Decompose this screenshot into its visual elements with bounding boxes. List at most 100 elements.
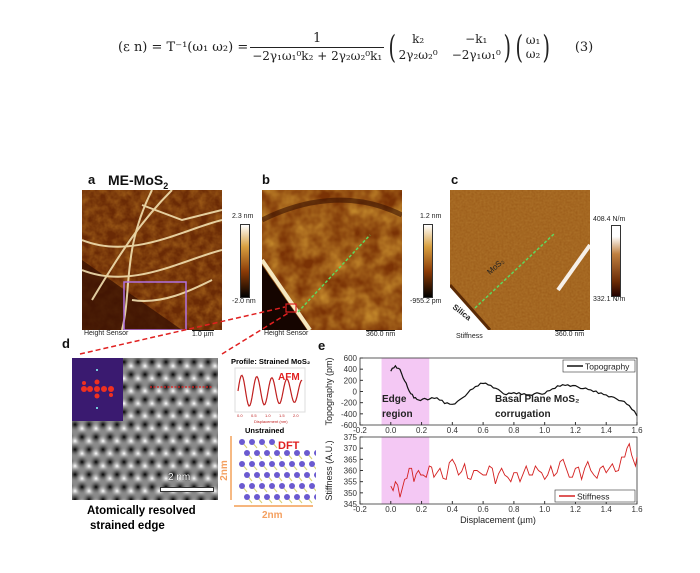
- colorbar-c-max: 408.4 N/m: [593, 216, 626, 223]
- afm-profile-curve: [237, 374, 303, 407]
- dft-dim-horizontal: 2nm: [262, 510, 283, 521]
- colorbar-a: [240, 224, 250, 298]
- panel-b-label: b: [262, 172, 270, 187]
- mo-atom: [254, 450, 260, 456]
- y-tick-label: 360: [344, 467, 358, 476]
- y-tick-label: 370: [344, 444, 358, 453]
- x-tick-label: 0.2: [416, 505, 428, 514]
- x-axis-label: Displacement (µm): [460, 515, 536, 525]
- y-tick-label: 355: [344, 478, 358, 487]
- y-tick-label: 0: [353, 388, 358, 397]
- x-tick-label: 1.6: [631, 505, 643, 514]
- profile-line-b: [297, 234, 371, 313]
- x-tick-label: 0.4: [447, 505, 459, 514]
- edge-region-shade: [381, 358, 430, 425]
- mo-atom: [309, 483, 315, 489]
- panel-c-scalebar: 360.0 nm: [555, 330, 585, 338]
- mo-atom: [284, 494, 290, 500]
- mo-atom: [304, 472, 310, 478]
- afm-tick: 2.0: [293, 413, 299, 418]
- mo-atom: [244, 494, 250, 500]
- mo-atom: [269, 483, 275, 489]
- x-tick-label: 0.0: [385, 505, 397, 514]
- afm-stiffness-image-c: MoS₂ Silica: [450, 190, 590, 330]
- dft-lattice: [239, 439, 316, 504]
- equation-lhs: (ε n) = T⁻¹(ω₁ ω₂) =: [118, 39, 249, 55]
- y-axis-label: Topography (pm): [324, 357, 334, 425]
- colorbar-a-max: 2.3 nm: [232, 213, 254, 220]
- x-tick-label: 1.6: [631, 426, 643, 435]
- panel-e-label: e: [318, 338, 326, 353]
- equation-number: (3): [574, 39, 594, 55]
- legend-box: [562, 359, 636, 373]
- afm-xlabel: Displacement (nm): [254, 419, 288, 424]
- y-tick-label: -200: [341, 399, 358, 408]
- unstrained-label: Unstrained: [245, 426, 285, 435]
- dft-label: DFT: [278, 440, 300, 452]
- mo-atom: [264, 472, 270, 478]
- panel-a-title: ME-MoS2: [108, 172, 168, 191]
- mo-atom: [314, 472, 316, 478]
- equation-3: (ε n) = T⁻¹(ω₁ ω₂) = 1 −2γ₁ω₁⁰k₂ + 2γ₂ω₂…: [118, 24, 593, 70]
- x-tick-label: 0.4: [447, 426, 459, 435]
- y-tick-label: 200: [344, 376, 358, 385]
- mo-atom: [239, 483, 245, 489]
- equation-denominator: −2γ₁ω₁⁰k₂ + 2γ₂ω₂⁰k₁: [250, 47, 385, 63]
- mo-atom: [289, 483, 295, 489]
- mo-atom: [284, 472, 290, 478]
- equation-matrix: k₂ −k₁ 2γ₂ω₂⁰ −2γ₁ω₁⁰: [399, 32, 501, 62]
- dimension-arrows: [230, 436, 313, 507]
- topography-line: [390, 364, 638, 417]
- edge-region-shade: [381, 437, 430, 504]
- mo-atom: [274, 494, 280, 500]
- x-tick-label: 0.6: [478, 505, 490, 514]
- colorbar-b-min: -955.2 pm: [410, 298, 442, 305]
- x-tick-label: 1.0: [539, 505, 551, 514]
- mo-atom: [269, 439, 275, 445]
- afm-height-image-b: [262, 190, 402, 330]
- x-tick-label: 1.4: [601, 426, 613, 435]
- mo-atom: [294, 450, 300, 456]
- matrix-21: 2γ₂ω₂⁰: [398, 48, 438, 62]
- mo-atom: [244, 472, 250, 478]
- x-tick-label: 0.8: [508, 426, 520, 435]
- y-tick-label: 400: [344, 365, 358, 374]
- y-tick-label: 600: [344, 354, 358, 363]
- colorbar-b: [423, 224, 433, 298]
- afm-label: AFM: [278, 372, 300, 383]
- legend-label: Stiffness: [577, 492, 609, 502]
- equation-fraction: 1 −2γ₁ω₁⁰k₂ + 2γ₂ω₂⁰k₁: [250, 31, 385, 63]
- mo-atom: [249, 483, 255, 489]
- chart-annotation: Basal Plane MoS₂: [495, 394, 579, 405]
- fft-inset: [72, 358, 123, 421]
- y-tick-label: 345: [344, 500, 358, 509]
- x-tick-label: 1.0: [539, 426, 551, 435]
- mo-atom: [259, 439, 265, 445]
- vector-right-paren: ): [542, 28, 551, 66]
- mo-atom: [259, 461, 265, 467]
- vector-right: ω₁ ω₂: [526, 33, 541, 62]
- mo-atom: [289, 461, 295, 467]
- panel-d-label: d: [62, 336, 70, 351]
- mo-atom: [239, 461, 245, 467]
- x-tick-label: 1.2: [570, 505, 582, 514]
- y-tick-label: 350: [344, 489, 358, 498]
- mo-atom: [284, 450, 290, 456]
- panel-a-label: a: [88, 172, 96, 187]
- colorbar-c: [611, 225, 621, 297]
- vector-left-paren: (: [515, 28, 524, 66]
- scalebar-d-label: 2 nm: [168, 472, 191, 483]
- mo-atom: [309, 461, 315, 467]
- chart-annotation: region: [382, 409, 413, 420]
- legend-label: Topography: [585, 362, 630, 372]
- mo-atom: [249, 439, 255, 445]
- y-tick-label: -400: [341, 410, 358, 419]
- caption-d-1: Atomically resolved: [87, 505, 196, 517]
- matrix-right-paren: ): [503, 28, 511, 66]
- afm-profile-inset: AFM 0.0 0.5 1.0 1.5 2.0 Displacement (nm…: [234, 367, 306, 424]
- matrix-22: −2γ₁ω₁⁰: [451, 48, 501, 62]
- stiffness-line: [390, 442, 638, 498]
- caption-d-2: strained edge: [90, 520, 165, 532]
- matrix-12: −k₁: [465, 32, 488, 46]
